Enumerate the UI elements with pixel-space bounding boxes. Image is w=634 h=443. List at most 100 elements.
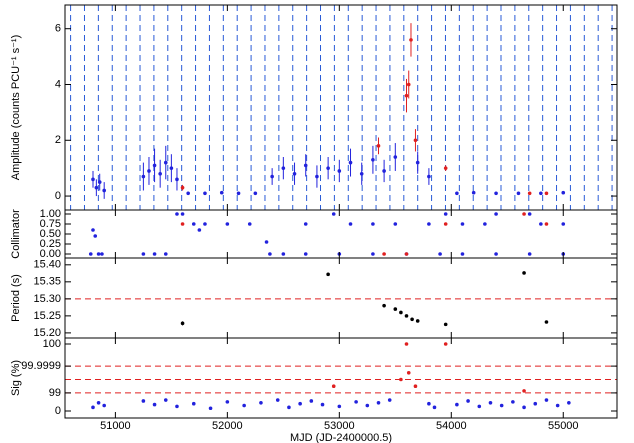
data-point bbox=[567, 400, 571, 405]
data-point bbox=[443, 222, 448, 226]
data-point bbox=[320, 402, 325, 407]
data-point bbox=[102, 188, 106, 193]
data-point bbox=[94, 185, 99, 190]
data-point bbox=[147, 169, 151, 173]
data-point bbox=[175, 212, 179, 216]
data-point bbox=[365, 403, 370, 408]
x-tick-label: 51000 bbox=[100, 420, 131, 432]
data-point bbox=[393, 155, 398, 159]
data-point bbox=[180, 222, 185, 226]
data-point bbox=[264, 240, 269, 244]
data-point bbox=[359, 171, 364, 176]
data-point bbox=[163, 160, 168, 165]
data-point bbox=[443, 166, 448, 170]
y-tick-label: 15.35 bbox=[33, 276, 61, 288]
data-point bbox=[415, 160, 420, 165]
data-point bbox=[315, 174, 319, 179]
data-point bbox=[309, 399, 314, 403]
data-point bbox=[443, 212, 448, 216]
data-point bbox=[268, 252, 272, 256]
data-point bbox=[522, 212, 526, 216]
data-point bbox=[539, 222, 543, 226]
data-point bbox=[348, 160, 353, 165]
data-point bbox=[427, 174, 431, 179]
y-axis-label: Collimator bbox=[10, 209, 22, 259]
data-point bbox=[471, 190, 476, 195]
data-point bbox=[527, 191, 532, 196]
data-point bbox=[466, 399, 470, 403]
data-point bbox=[281, 252, 286, 256]
data-point bbox=[410, 317, 414, 322]
y-tick-label: 99.9999 bbox=[21, 360, 61, 372]
data-point bbox=[488, 400, 493, 405]
data-point bbox=[303, 163, 308, 168]
y-tick-label: 1.00 bbox=[40, 208, 61, 220]
data-point bbox=[303, 222, 308, 226]
data-point bbox=[499, 403, 504, 408]
data-point bbox=[91, 177, 95, 182]
data-point bbox=[399, 310, 403, 315]
data-point bbox=[275, 398, 280, 402]
y-tick-label: 0.50 bbox=[40, 228, 61, 240]
data-point bbox=[348, 222, 353, 226]
data-point bbox=[96, 252, 101, 256]
data-point bbox=[399, 377, 403, 382]
data-point bbox=[460, 222, 465, 226]
y-tick-label: 15.40 bbox=[33, 259, 61, 271]
data-point bbox=[100, 252, 104, 256]
x-tick-label: 53000 bbox=[324, 420, 355, 432]
data-point bbox=[270, 174, 274, 179]
data-point bbox=[303, 252, 308, 256]
data-point bbox=[413, 138, 418, 143]
data-point bbox=[186, 191, 190, 196]
panel-frame bbox=[64, 4, 618, 211]
data-point bbox=[163, 398, 168, 402]
data-point bbox=[544, 320, 549, 324]
data-point bbox=[225, 222, 230, 226]
data-point bbox=[175, 404, 179, 409]
data-point bbox=[533, 401, 538, 406]
data-point bbox=[354, 400, 358, 404]
data-point bbox=[203, 222, 207, 226]
data-point bbox=[544, 398, 549, 402]
data-point bbox=[191, 222, 196, 226]
data-point bbox=[382, 169, 386, 173]
data-point bbox=[91, 405, 95, 410]
data-point bbox=[427, 222, 431, 226]
data-point bbox=[477, 404, 482, 409]
data-point bbox=[253, 191, 258, 196]
data-point bbox=[197, 228, 202, 232]
data-point bbox=[404, 252, 409, 256]
data-point bbox=[387, 398, 392, 402]
data-point bbox=[152, 402, 157, 407]
data-point bbox=[406, 371, 411, 375]
data-point bbox=[163, 252, 168, 256]
data-point bbox=[180, 185, 185, 190]
data-point bbox=[93, 234, 98, 238]
data-point bbox=[326, 166, 330, 170]
data-point bbox=[443, 342, 448, 346]
data-point bbox=[337, 169, 342, 173]
data-point bbox=[483, 222, 487, 226]
data-point bbox=[413, 384, 418, 389]
data-point bbox=[141, 399, 146, 403]
data-point bbox=[91, 228, 95, 232]
data-point bbox=[544, 222, 549, 226]
y-tick-label: 0 bbox=[55, 405, 61, 417]
data-point bbox=[247, 222, 252, 226]
data-point bbox=[376, 144, 381, 148]
x-tick-label: 54000 bbox=[436, 420, 467, 432]
y-tick-label: 0 bbox=[55, 190, 61, 202]
data-point bbox=[141, 174, 146, 179]
data-point bbox=[169, 166, 174, 170]
y-tick-label: 15.30 bbox=[33, 293, 61, 305]
y-tick-label: 4 bbox=[55, 78, 61, 90]
data-point bbox=[376, 400, 381, 405]
data-point bbox=[382, 303, 386, 308]
data-point bbox=[225, 400, 230, 404]
data-point bbox=[393, 222, 398, 226]
data-point bbox=[236, 191, 241, 196]
x-tick-label: 52000 bbox=[212, 420, 243, 432]
